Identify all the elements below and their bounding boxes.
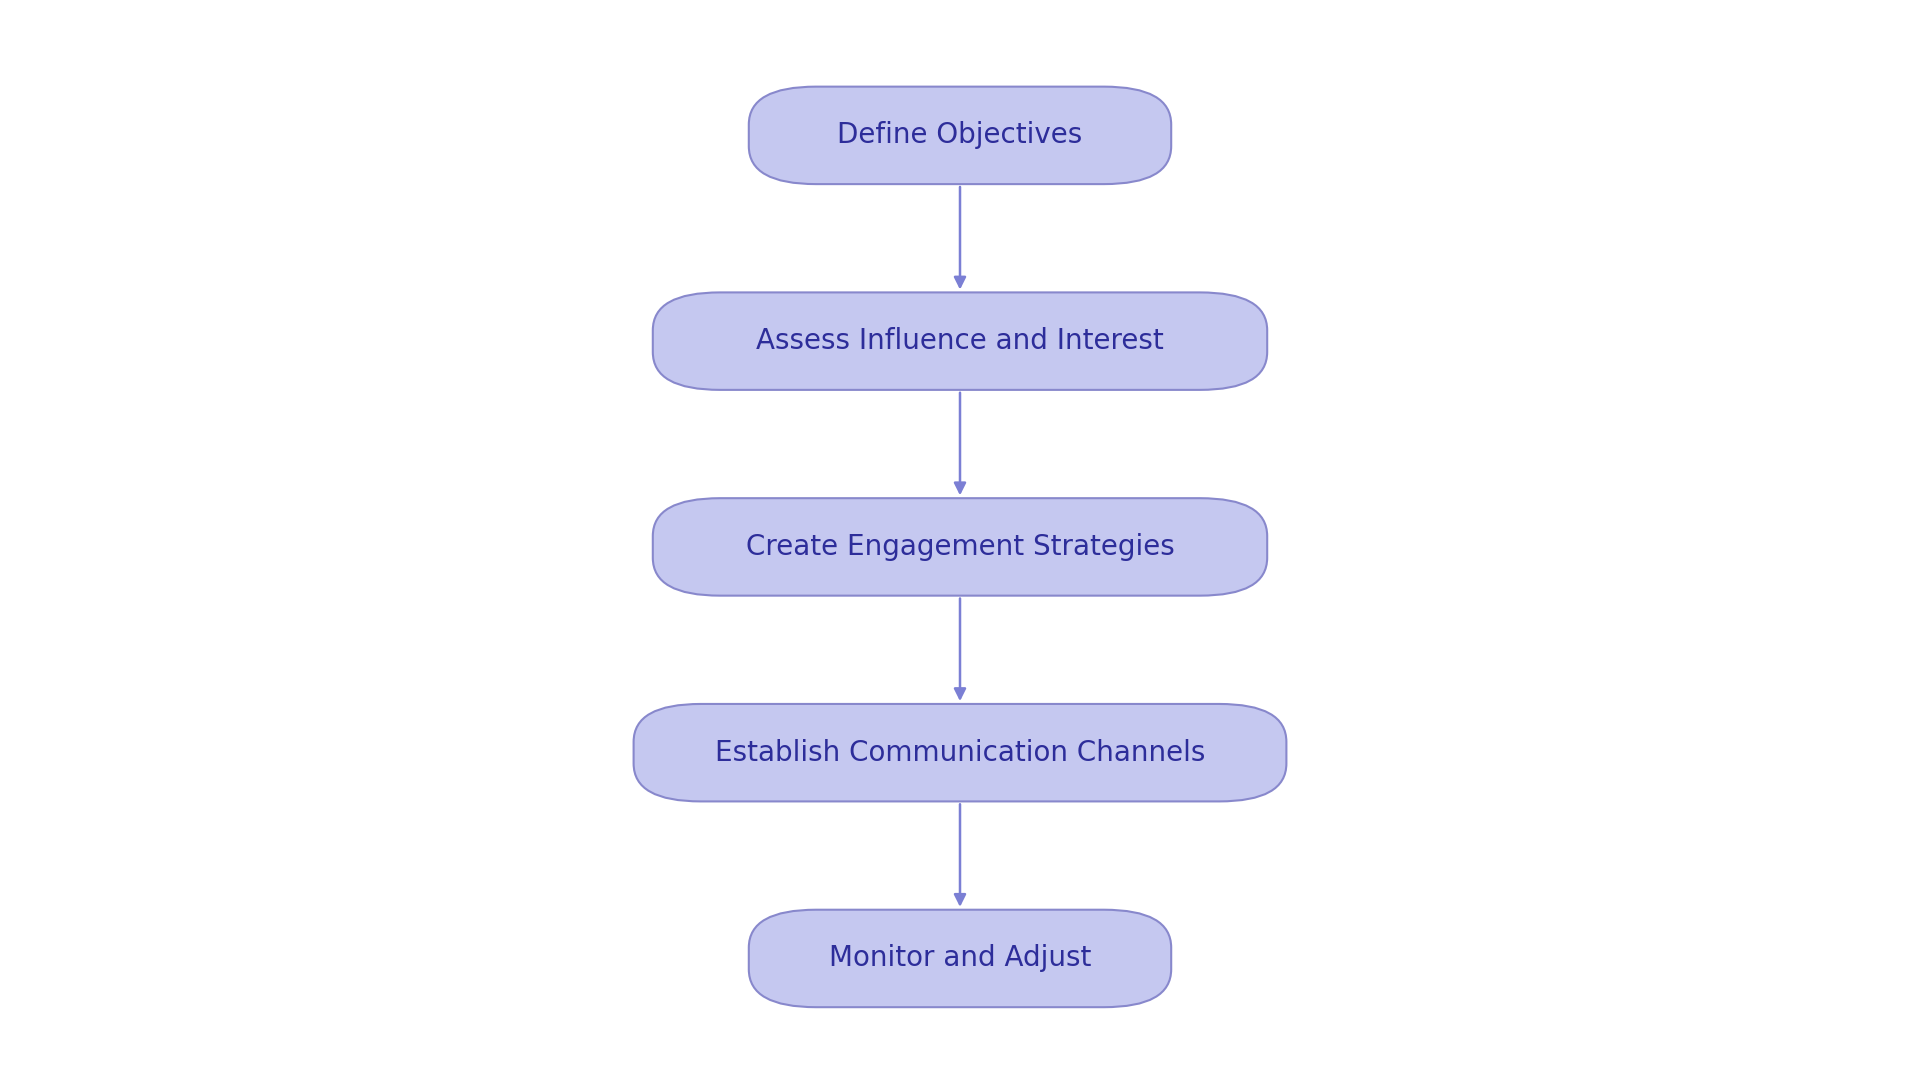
Text: Define Objectives: Define Objectives [837,121,1083,149]
Text: Monitor and Adjust: Monitor and Adjust [829,944,1091,973]
FancyBboxPatch shape [653,498,1267,596]
Text: Assess Influence and Interest: Assess Influence and Interest [756,327,1164,355]
FancyBboxPatch shape [634,704,1286,801]
FancyBboxPatch shape [749,87,1171,184]
FancyBboxPatch shape [653,292,1267,390]
Text: Establish Communication Channels: Establish Communication Channels [714,739,1206,767]
FancyBboxPatch shape [749,910,1171,1007]
Text: Create Engagement Strategies: Create Engagement Strategies [745,533,1175,561]
